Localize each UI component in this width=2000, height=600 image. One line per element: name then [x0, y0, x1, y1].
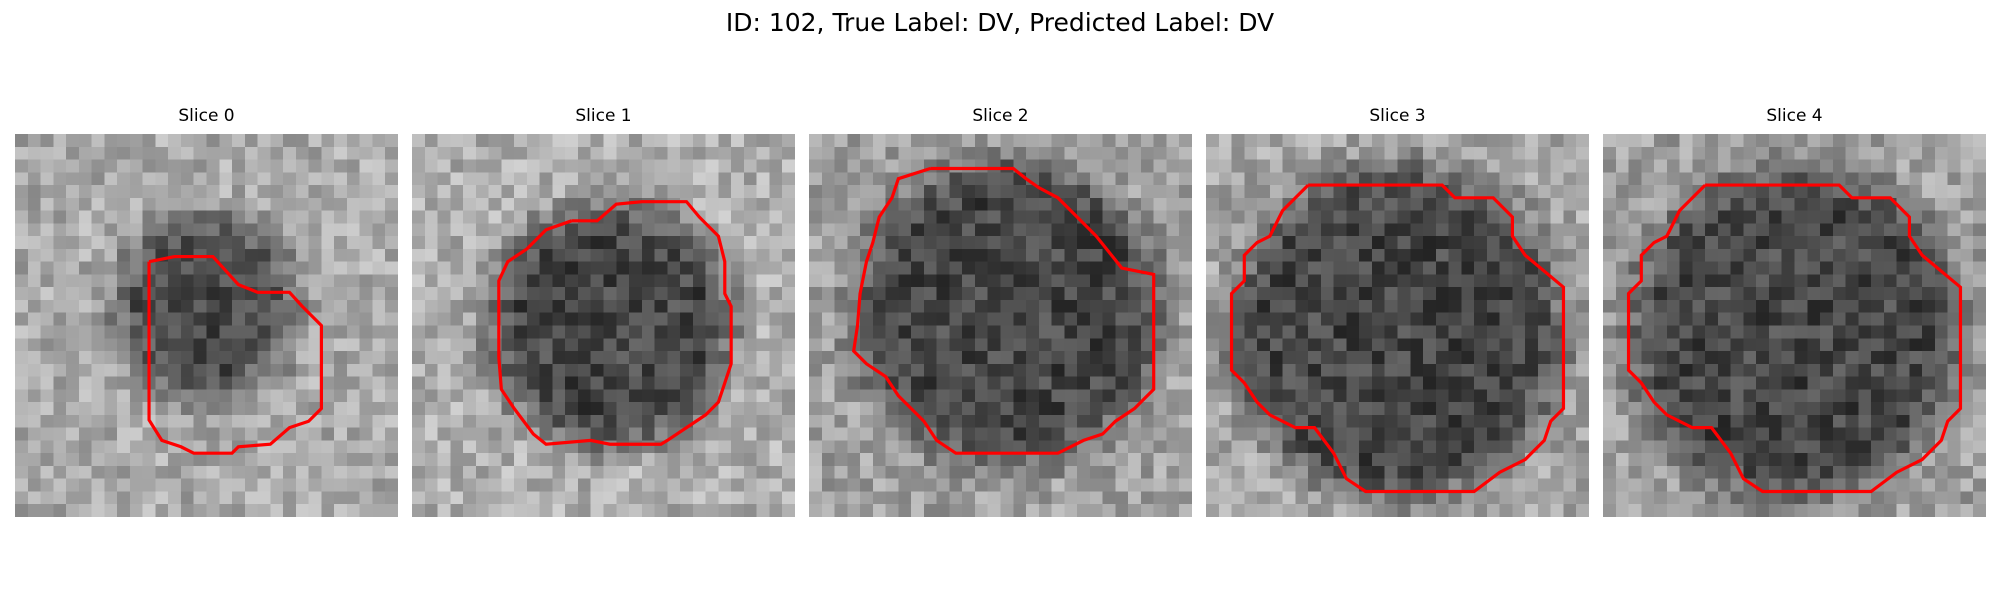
slice-image	[412, 134, 795, 517]
slice-image	[15, 134, 398, 517]
pixel-grid	[1603, 134, 1986, 517]
slice-panel-0: Slice 0	[15, 104, 398, 517]
slice-title: Slice 1	[412, 104, 795, 128]
slice-image	[1603, 134, 1986, 517]
slice-image	[1206, 134, 1589, 517]
pixel-grid	[1206, 134, 1589, 517]
slice-title: Slice 3	[1206, 104, 1589, 128]
slice-image	[809, 134, 1192, 517]
slice-title: Slice 2	[809, 104, 1192, 128]
pixel-grid	[809, 134, 1192, 517]
slice-panel-1: Slice 1	[412, 104, 795, 517]
slice-panel-2: Slice 2	[809, 104, 1192, 517]
slice-panel-3: Slice 3	[1206, 104, 1589, 517]
pixel-grid	[15, 134, 398, 517]
slice-title: Slice 4	[1603, 104, 1986, 128]
slice-panel-4: Slice 4	[1603, 104, 1986, 517]
figure-title: ID: 102, True Label: DV, Predicted Label…	[0, 6, 2000, 40]
slice-title: Slice 0	[15, 104, 398, 128]
pixel-grid	[412, 134, 795, 517]
